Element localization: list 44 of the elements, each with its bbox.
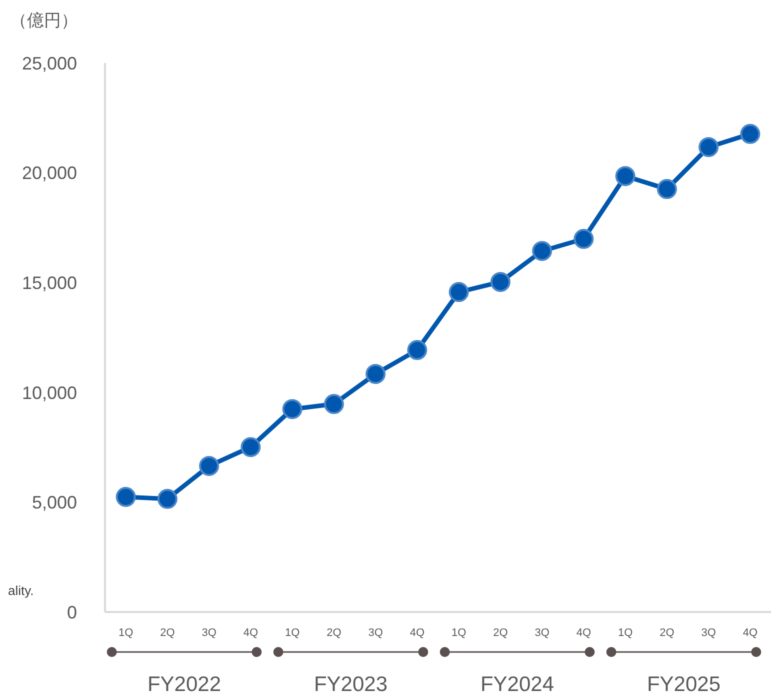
point	[740, 124, 760, 144]
point	[532, 240, 552, 261]
y-tick-label: 0	[66, 602, 77, 622]
x-tick-label: 1Q	[618, 626, 634, 639]
x-tick-label: 2Q	[326, 626, 342, 639]
point	[698, 137, 719, 158]
text: FY2024	[480, 673, 554, 696]
point	[324, 394, 344, 414]
point	[199, 456, 220, 476]
x-tick-label: 4Q	[742, 626, 758, 639]
x-tick-label: 2Q	[493, 626, 508, 639]
point	[240, 437, 261, 458]
point	[490, 272, 510, 292]
point	[116, 486, 136, 507]
point	[615, 166, 636, 186]
point	[656, 179, 677, 200]
y-tick-label: 25,000	[22, 53, 77, 74]
x-tick-label: 1Q	[451, 626, 467, 639]
y-tick-label: 5,000	[32, 492, 77, 513]
point	[574, 228, 594, 249]
point	[407, 340, 428, 360]
x-tick-label: 3Q	[368, 626, 384, 639]
y-tick-label: 15,000	[22, 272, 77, 293]
x-tick-label: 2Q	[660, 626, 675, 639]
point	[282, 399, 302, 420]
x-tick-label: 4Q	[243, 626, 258, 639]
y-tick-label: 20,000	[22, 163, 77, 184]
text: FY2023	[314, 673, 388, 696]
x-tick-label: 3Q	[701, 626, 716, 639]
point	[157, 488, 178, 509]
text: ality.	[8, 583, 34, 598]
x-tick-label: 4Q	[410, 626, 425, 639]
y-axis-title: （億円）	[10, 11, 78, 30]
text: FY2022	[147, 673, 222, 696]
y-tick-label: 10,000	[22, 382, 77, 403]
x-tick-label: 1Q	[284, 626, 300, 639]
point	[366, 364, 386, 384]
x-tick-label: 2Q	[160, 626, 176, 639]
x-tick-label: 3Q	[534, 626, 550, 639]
point	[448, 282, 469, 302]
x-tick-label: 3Q	[202, 626, 217, 639]
x-tick-label: 4Q	[576, 626, 592, 639]
x-tick-label: 1Q	[118, 626, 134, 639]
text: FY2025	[646, 673, 721, 696]
